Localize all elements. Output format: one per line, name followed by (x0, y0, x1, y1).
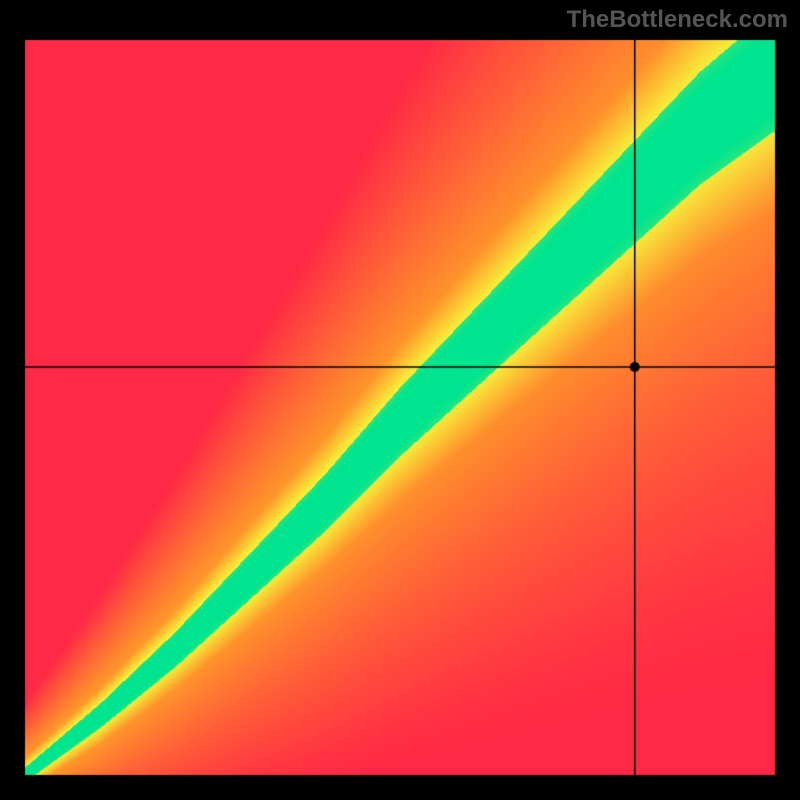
bottleneck-heatmap (0, 0, 800, 800)
chart-container: TheBottleneck.com (0, 0, 800, 800)
watermark-text: TheBottleneck.com (567, 6, 788, 34)
